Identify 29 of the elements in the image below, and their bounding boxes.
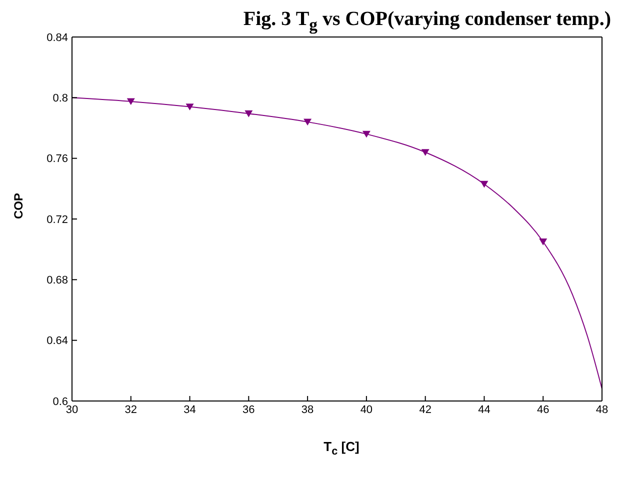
point	[186, 104, 194, 110]
y-tick-label: 0.76	[46, 153, 68, 166]
point	[480, 180, 488, 188]
point	[126, 98, 135, 106]
y-axis-title: COP	[11, 192, 26, 219]
y-tick-label: 0.72	[46, 214, 68, 226]
y-tick-label: 0.68	[46, 274, 68, 287]
x-tick-label: 38	[301, 404, 314, 416]
point	[539, 238, 548, 246]
x-tick-label: 42	[419, 404, 432, 416]
point	[362, 130, 370, 138]
point	[244, 110, 253, 118]
y-tick-label: 0.64	[46, 335, 68, 348]
x-tick-label: 46	[536, 404, 550, 416]
line-series	[72, 97, 602, 390]
point	[421, 149, 430, 156]
x-axis-title: T$_{c}$ [C]	[322, 439, 360, 458]
y-tick-label: 0.6	[52, 396, 68, 408]
y-tick-label: 0.8	[52, 92, 68, 105]
x-tick-label: 40	[360, 404, 373, 416]
x-tick-label: 44	[478, 404, 490, 416]
chart-title: Fig. 3 T$_{g}$ vs COP(varying condenser temp.)	[242, 8, 612, 34]
x-tick-label: 48	[596, 404, 608, 416]
x-tick-label: 32	[124, 404, 138, 416]
x-tick-label: 34	[184, 404, 196, 416]
x-tick-label: 36	[242, 404, 255, 416]
point	[304, 118, 312, 126]
y-tick-label: 0.84	[46, 32, 68, 44]
x-tick-label: 30	[66, 404, 78, 416]
